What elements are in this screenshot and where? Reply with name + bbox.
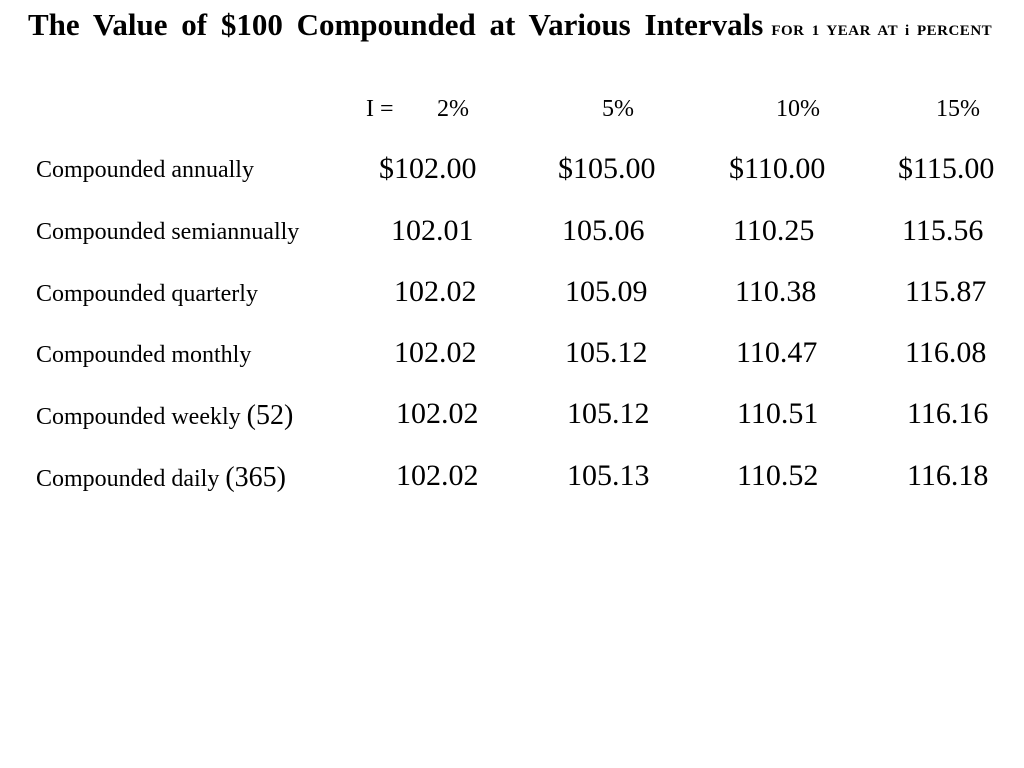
- value-semiannually-10: 110.25: [733, 214, 815, 247]
- row-label-text: Compounded monthly: [36, 342, 252, 368]
- value-quarterly-2: 102.02: [394, 275, 477, 308]
- value-monthly-5: 105.12: [565, 336, 648, 369]
- value-monthly-15: 116.08: [905, 336, 987, 369]
- row-label-text: Compounded semiannually: [36, 219, 300, 245]
- row-label-periods: (52): [246, 400, 294, 431]
- value-annually-10: $110.00: [729, 152, 826, 185]
- value-weekly-5: 105.12: [567, 397, 650, 430]
- row-label-monthly: Compounded monthly: [36, 342, 251, 369]
- row-label-text: Compounded daily: [36, 466, 220, 492]
- value-annually-2: $102.00: [379, 152, 477, 185]
- value-daily-10: 110.52: [737, 459, 819, 492]
- rate-label: I =: [366, 96, 394, 122]
- row-label-quarterly: Compounded quarterly: [36, 281, 258, 308]
- row-label-annually: Compounded annually: [36, 157, 254, 184]
- row-label-semiannually: Compounded semiannually: [36, 219, 299, 246]
- value-semiannually-15: 115.56: [902, 214, 984, 247]
- rate-header-10: 10%: [776, 96, 820, 122]
- rate-header-15: 15%: [936, 96, 980, 122]
- value-daily-5: 105.13: [567, 459, 650, 492]
- value-weekly-2: 102.02: [396, 397, 479, 430]
- value-quarterly-5: 105.09: [565, 275, 648, 308]
- rate-header-5: 5%: [602, 96, 634, 122]
- value-weekly-10: 110.51: [737, 397, 819, 430]
- value-daily-2: 102.02: [396, 459, 479, 492]
- page-title: The Value of $100 Compounded at Various …: [28, 8, 1014, 43]
- title-main: The Value of $100 Compounded at Various …: [28, 7, 764, 42]
- row-label-weekly: Compounded weekly (52): [36, 400, 293, 432]
- value-semiannually-2: 102.01: [391, 214, 474, 247]
- value-daily-15: 116.18: [907, 459, 989, 492]
- row-label-daily: Compounded daily (365): [36, 462, 286, 494]
- rate-header-2: 2%: [437, 96, 469, 122]
- value-annually-15: $115.00: [898, 152, 995, 185]
- value-quarterly-15: 115.87: [905, 275, 987, 308]
- row-label-text: Compounded annually: [36, 157, 254, 183]
- title-subtitle: FOR 1 YEAR AT i PERCENT: [771, 23, 993, 39]
- row-label-text: Compounded weekly: [36, 404, 241, 430]
- value-monthly-10: 110.47: [736, 336, 818, 369]
- value-weekly-15: 116.16: [907, 397, 989, 430]
- value-annually-5: $105.00: [558, 152, 656, 185]
- value-quarterly-10: 110.38: [735, 275, 817, 308]
- value-semiannually-5: 105.06: [562, 214, 645, 247]
- row-label-periods: (365): [225, 462, 286, 493]
- row-label-text: Compounded quarterly: [36, 281, 258, 307]
- value-monthly-2: 102.02: [394, 336, 477, 369]
